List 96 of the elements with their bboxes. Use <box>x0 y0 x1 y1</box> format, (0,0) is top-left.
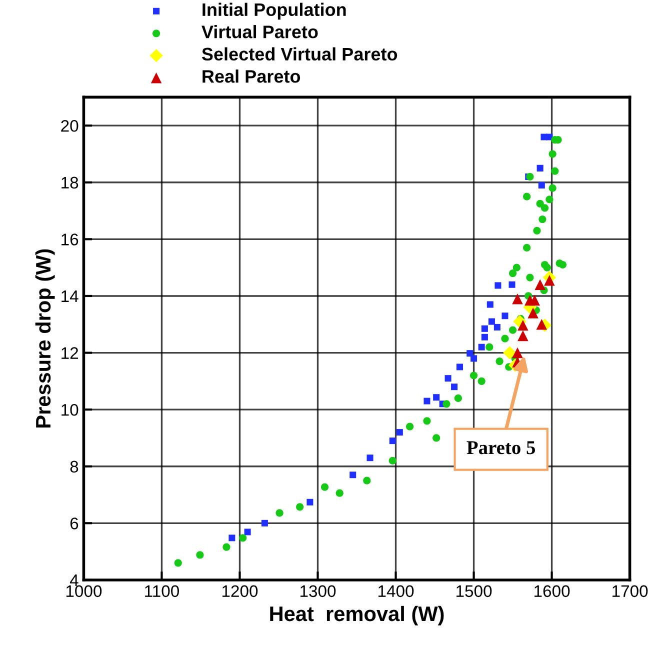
point <box>540 260 549 269</box>
point <box>396 429 403 436</box>
point <box>423 417 431 425</box>
point <box>494 282 502 289</box>
point <box>478 377 486 385</box>
y-tick-label: 16 <box>62 234 78 246</box>
point <box>478 344 485 350</box>
point <box>508 326 517 334</box>
y-tick-label: 8 <box>70 460 78 473</box>
y-tick-label: 20 <box>61 120 78 132</box>
point <box>533 226 541 234</box>
point <box>196 551 204 559</box>
y-tick-label: 12 <box>62 347 78 359</box>
point <box>496 357 504 366</box>
point <box>528 308 538 318</box>
point <box>508 269 517 278</box>
x-tick-label: 1400 <box>378 585 414 598</box>
point <box>481 325 488 332</box>
legend-label: Real Pareto <box>202 70 300 83</box>
point <box>388 456 396 464</box>
point <box>454 394 462 402</box>
x-tick-label: 1700 <box>612 585 648 598</box>
y-tick-label: 18 <box>62 176 78 189</box>
point <box>336 489 344 497</box>
point <box>276 509 284 517</box>
point <box>551 167 559 175</box>
point <box>244 528 251 536</box>
point <box>512 264 520 272</box>
point <box>261 520 268 526</box>
point <box>512 293 523 304</box>
point <box>481 334 488 340</box>
point <box>486 301 494 308</box>
point <box>518 330 528 342</box>
point <box>538 216 546 224</box>
point <box>544 274 555 286</box>
point <box>366 454 374 462</box>
point <box>534 279 546 290</box>
point <box>432 434 440 442</box>
annotation: Pareto 5 <box>466 441 536 454</box>
point <box>536 200 544 208</box>
x-tick-label: 1300 <box>300 585 336 598</box>
point <box>320 483 329 491</box>
point <box>523 244 531 252</box>
x-tick-label: 1200 <box>222 585 258 598</box>
point <box>239 534 247 542</box>
point <box>466 350 474 357</box>
point <box>406 422 414 430</box>
point <box>488 318 495 325</box>
point <box>222 543 230 551</box>
point <box>494 324 500 330</box>
point <box>442 400 450 408</box>
point <box>363 476 371 484</box>
point <box>508 281 516 288</box>
y-axis-title: Pressure drop (W) <box>35 249 55 428</box>
point <box>228 534 236 542</box>
point <box>296 503 304 511</box>
y-tick-label: 14 <box>62 290 78 302</box>
point <box>529 294 540 306</box>
point <box>538 182 545 188</box>
point <box>451 384 458 390</box>
point <box>501 334 509 342</box>
x-tick-label: 1100 <box>145 585 179 598</box>
point <box>512 347 523 358</box>
point <box>536 319 548 330</box>
x-axis-title: Heat removal (W) <box>270 606 444 626</box>
y-tick-label: 6 <box>70 518 78 530</box>
legend-label: Selected Virtual Pareto <box>202 47 398 61</box>
point <box>470 355 478 362</box>
point <box>456 364 463 370</box>
legend-label: Initial Population <box>202 2 346 20</box>
point <box>546 196 554 204</box>
y-tick-label: 10 <box>62 404 78 416</box>
point <box>424 398 430 404</box>
point <box>503 346 516 360</box>
y-tick-label: 4 <box>70 574 78 586</box>
point <box>536 164 544 172</box>
point <box>558 260 567 269</box>
legend-label: Virtual Pareto <box>202 25 318 38</box>
x-tick-label: 1000 <box>66 585 102 598</box>
point <box>433 394 440 401</box>
point <box>470 372 478 380</box>
point <box>350 472 356 478</box>
x-tick-label: 1600 <box>534 585 570 598</box>
point <box>548 150 556 158</box>
x-tick-label: 1500 <box>456 585 492 598</box>
point <box>526 274 534 282</box>
point <box>518 320 528 331</box>
point <box>548 184 556 192</box>
point <box>502 312 508 320</box>
point <box>523 192 531 200</box>
point <box>486 343 494 351</box>
point <box>389 438 396 444</box>
point <box>444 375 452 382</box>
point <box>540 204 549 212</box>
point <box>174 559 182 567</box>
point <box>306 498 314 506</box>
